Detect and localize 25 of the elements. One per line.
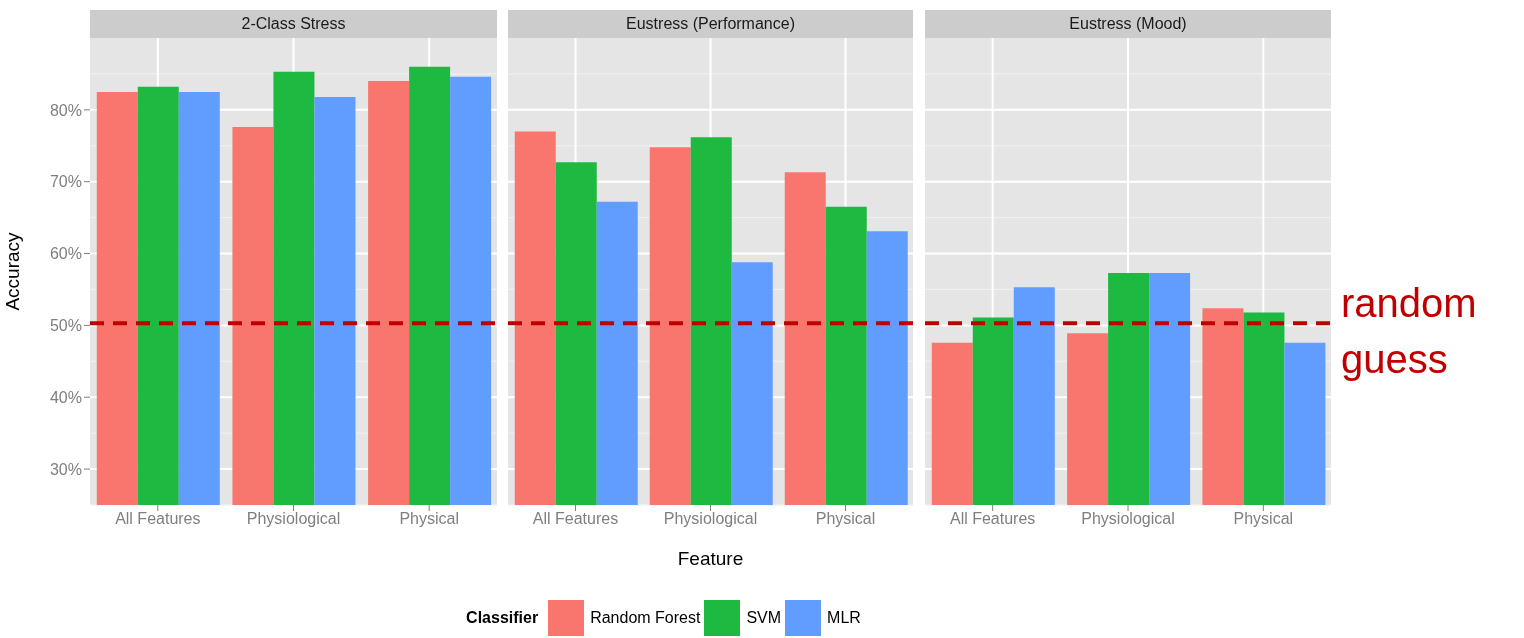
x-tick-label: Physiological [1081,510,1175,528]
legend-title: Classifier [466,609,539,627]
chart-title: Eustress (Mood) [925,10,1331,38]
x-tick-label: All Features [532,510,619,528]
x-tick-label: All Features [949,510,1036,528]
x-tick-label: Physical [815,510,876,528]
legend-label: MLR [827,609,861,627]
y-tick-label: 50% [49,317,82,335]
x-tick-label: Physiological [246,510,341,528]
legend-label: SVM [746,609,782,627]
x-tick-label: Physical [1233,510,1294,528]
x-tick-label: All Features [115,510,201,528]
x-tick-label: Physiological [663,510,758,528]
y-tick-label: 60% [49,245,82,263]
y-tick-label: 80% [49,101,82,119]
y-tick-label: 40% [49,388,82,406]
y-tick-label: 70% [49,173,82,191]
ref-line-label: random guess [1341,280,1478,384]
y-axis-title: Accuracy [1,231,23,311]
chart-title: Eustress (Performance) [508,10,913,38]
x-tick-label: Physical [399,510,459,528]
chart-title: 2-Class Stress [90,10,497,38]
y-tick-label: 30% [49,460,82,478]
legend-label: Random Forest [590,609,701,627]
x-axis-title: Feature [677,548,744,569]
